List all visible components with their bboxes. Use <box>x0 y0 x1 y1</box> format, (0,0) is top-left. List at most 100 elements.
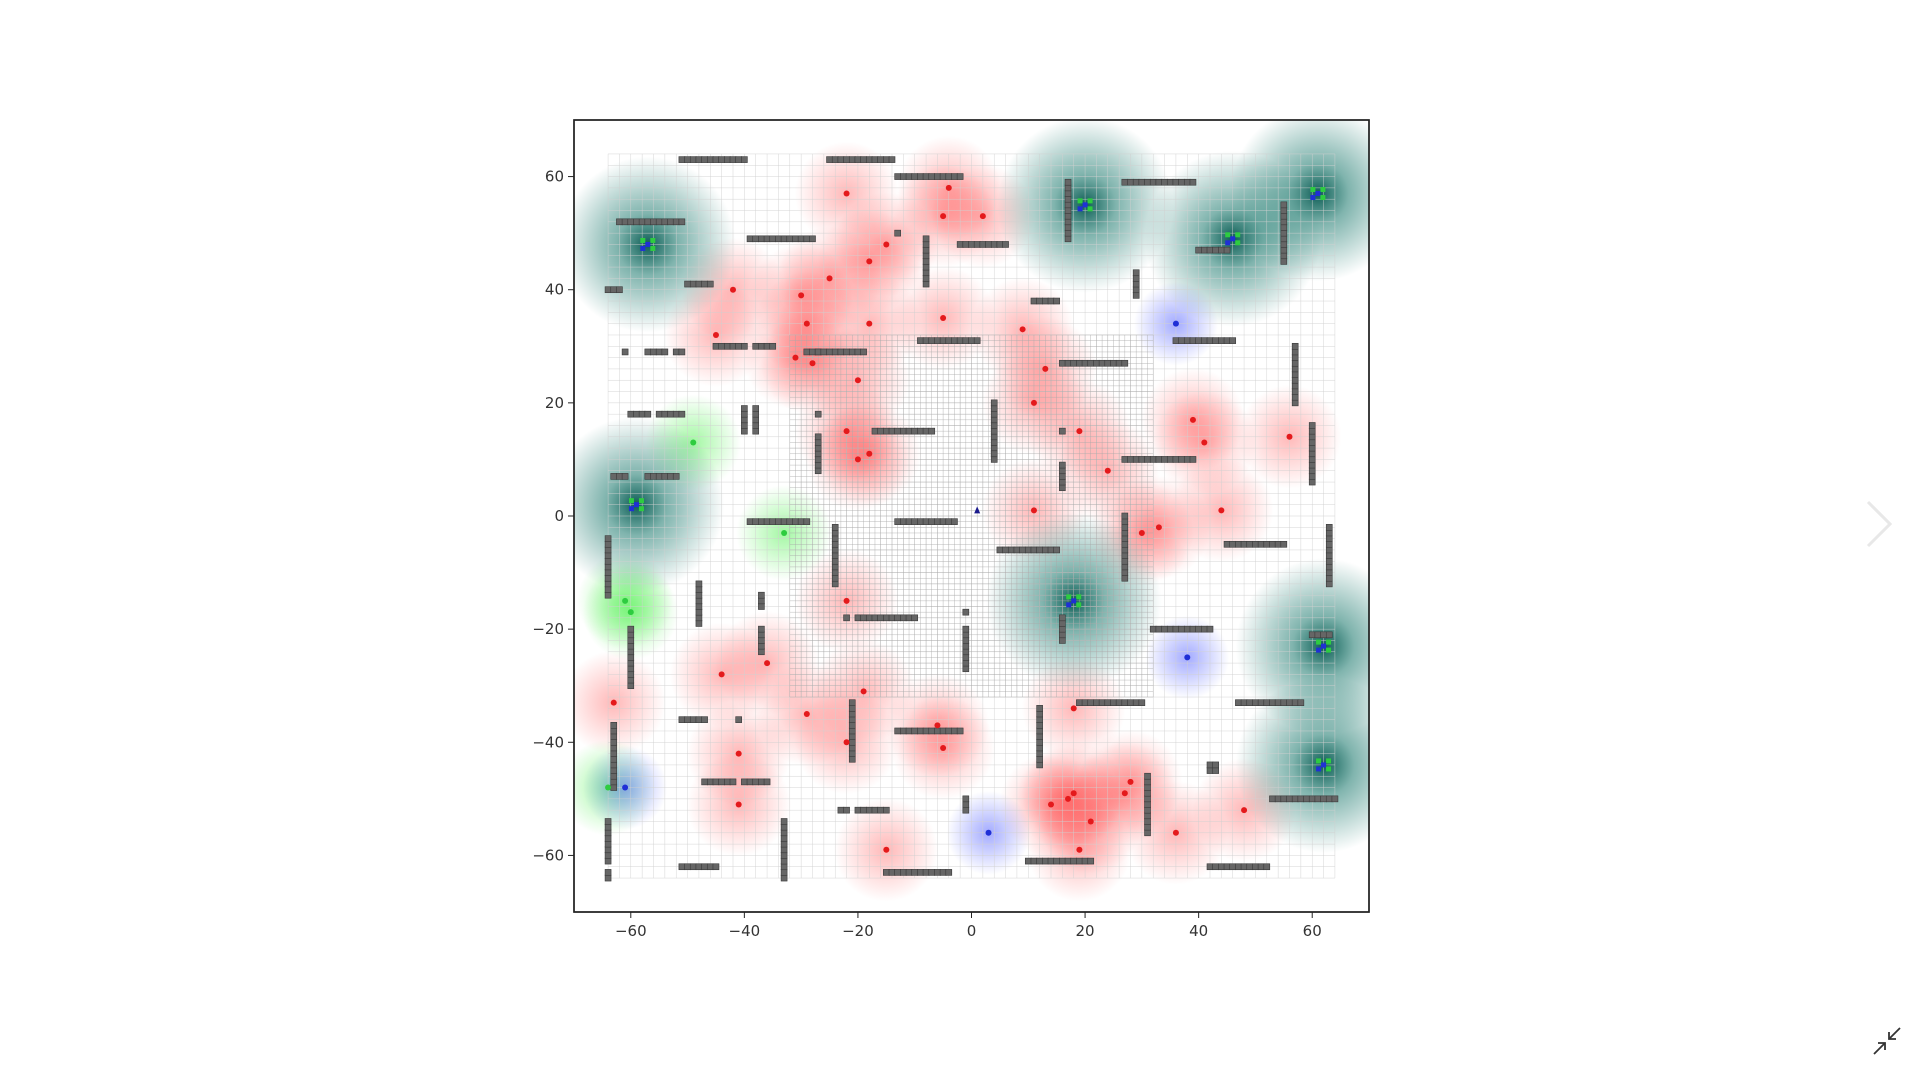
obstacle-cell <box>945 518 953 525</box>
obstacle-cell <box>758 648 765 656</box>
obstacle-cell <box>627 665 635 673</box>
obstacle-cell <box>735 156 742 163</box>
obstacle-cell <box>758 631 765 639</box>
obstacle-cell <box>604 852 612 859</box>
red-source-marker <box>1218 507 1225 514</box>
obstacle-cell <box>604 540 612 548</box>
obstacle-cell <box>610 755 618 763</box>
teal-source-cell <box>1310 187 1316 193</box>
obstacle-cell <box>1115 699 1123 706</box>
obstacle-cell <box>1064 224 1072 231</box>
obstacle-cell <box>1121 699 1129 706</box>
obstacle-cell <box>1269 795 1276 803</box>
obstacle-cell <box>1104 699 1112 706</box>
obstacle-cell <box>831 156 839 163</box>
obstacle-cell <box>1002 546 1009 554</box>
obstacle-cell <box>848 348 856 356</box>
obstacle-cell <box>1064 212 1072 220</box>
obstacle-cell <box>1178 625 1185 633</box>
obstacle-cell <box>1030 546 1038 554</box>
obstacle-cell <box>752 427 760 435</box>
obstacle-cell <box>905 727 913 735</box>
obstacle-cell <box>843 348 850 356</box>
obstacle-cell <box>672 410 680 418</box>
obstacle-cell <box>604 586 612 593</box>
obstacle <box>616 218 686 226</box>
obstacle-cell <box>712 778 720 786</box>
obstacle-cell <box>604 557 612 565</box>
obstacle-cell <box>741 156 748 163</box>
obstacle <box>1059 427 1066 435</box>
obstacle-cell <box>1212 863 1219 871</box>
obstacle <box>894 229 901 237</box>
chevron-right-icon[interactable] <box>1858 496 1898 552</box>
obstacle-cell <box>1280 241 1288 248</box>
obstacle-cell <box>752 410 760 418</box>
obstacle-cell <box>831 540 839 548</box>
obstacle-cell <box>934 337 941 344</box>
obstacle <box>1308 631 1333 639</box>
obstacle-cell <box>1093 699 1100 706</box>
red-source-marker <box>764 660 771 667</box>
obstacle-cell <box>990 427 998 435</box>
obstacle-cell <box>962 608 970 616</box>
obstacle-cell <box>1144 812 1151 820</box>
obstacle-cell <box>939 727 947 735</box>
obstacle-cell <box>627 625 635 633</box>
obstacle-cell <box>1132 456 1140 463</box>
obstacle-cell <box>951 518 958 525</box>
obstacle-cell <box>695 716 703 723</box>
obstacle-cell <box>604 846 612 854</box>
obstacle-cell <box>990 410 998 418</box>
obstacle-cell <box>604 835 612 842</box>
red-source-marker <box>1286 433 1293 440</box>
obstacle-cell <box>1291 795 1299 803</box>
obstacle-cell <box>1172 337 1180 344</box>
obstacle <box>1149 625 1214 633</box>
x-tick-label: −40 <box>729 922 761 940</box>
obstacle-cell <box>979 241 987 248</box>
obstacle-cell <box>962 654 970 661</box>
obstacle-cell <box>758 625 765 633</box>
obstacle <box>758 625 765 656</box>
obstacle-cell <box>922 869 930 876</box>
obstacle-cell <box>848 755 856 763</box>
obstacle <box>837 806 850 814</box>
obstacle-cell <box>1144 806 1151 814</box>
obstacle-cell <box>1144 823 1151 831</box>
obstacle <box>962 608 970 616</box>
red-source-marker <box>610 699 617 706</box>
obstacle-cell <box>865 614 873 622</box>
obstacle <box>741 778 771 786</box>
obstacle-cell <box>689 863 697 871</box>
collapse-arrows-icon[interactable] <box>1870 1024 1904 1058</box>
obstacle-cell <box>1297 699 1305 706</box>
obstacle-cell <box>604 869 612 876</box>
obstacle <box>1172 337 1237 344</box>
teal-source-cell <box>628 506 634 512</box>
obstacle-cell <box>848 733 856 740</box>
obstacle-cell <box>1121 546 1129 554</box>
obstacle-cell <box>922 246 930 254</box>
obstacle-cell <box>1195 337 1202 344</box>
obstacle-cell <box>797 518 805 525</box>
obstacle-cell <box>939 518 947 525</box>
obstacle-cell <box>678 218 686 226</box>
obstacle-cell <box>780 818 788 825</box>
obstacle-cell <box>1325 563 1333 571</box>
obstacle-cell <box>718 342 725 350</box>
obstacle-cell <box>1036 750 1043 757</box>
obstacle-cell <box>1246 699 1254 706</box>
red-source-marker <box>1121 790 1128 797</box>
obstacle-cell <box>871 806 879 814</box>
obstacle-cell <box>905 614 913 622</box>
green-source-marker <box>627 609 634 616</box>
obstacle-cell <box>1280 699 1288 706</box>
obstacle-cell <box>1172 456 1180 463</box>
obstacle-cell <box>1036 297 1043 305</box>
obstacle-cell <box>1076 699 1083 706</box>
obstacle-cell <box>1121 512 1129 520</box>
obstacle-cell <box>627 637 635 644</box>
obstacle-cell <box>814 439 822 446</box>
red-source-marker <box>843 739 850 746</box>
